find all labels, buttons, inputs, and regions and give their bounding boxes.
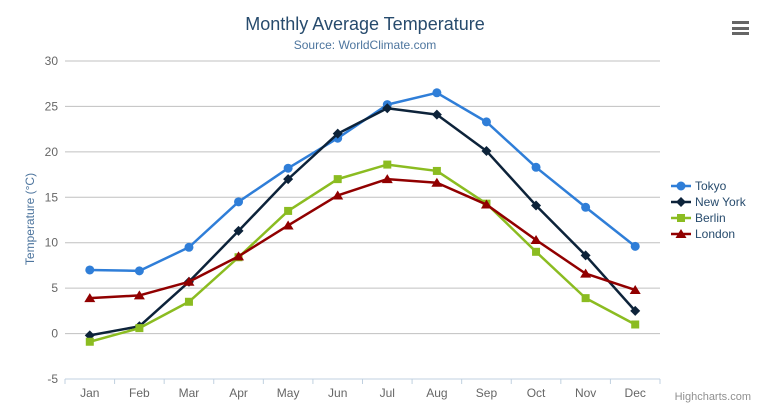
data-point-new-york-jun[interactable] xyxy=(332,128,343,139)
data-point-london-dec[interactable] xyxy=(629,284,641,294)
x-axis-label: Feb xyxy=(129,386,150,400)
data-point-london-sep[interactable] xyxy=(480,199,492,209)
data-point-london-apr[interactable] xyxy=(233,251,245,261)
data-point-berlin-jun[interactable] xyxy=(333,175,342,184)
series-line-tokyo xyxy=(88,91,637,273)
data-point-new-york-jul[interactable] xyxy=(382,103,393,114)
x-axis-label: Aug xyxy=(426,386,447,400)
series-new-york xyxy=(84,103,641,341)
x-axis-label: Jul xyxy=(380,386,395,400)
x-axis-label: Apr xyxy=(229,386,248,400)
legend-marker-berlin[interactable] xyxy=(677,214,685,222)
data-point-new-york-may[interactable] xyxy=(283,174,294,185)
y-axis-label: 15 xyxy=(45,190,59,204)
data-point-tokyo-oct[interactable] xyxy=(531,162,541,172)
legend: Tokyo New York Berlin London xyxy=(671,178,746,242)
data-point-tokyo-jan[interactable] xyxy=(85,265,95,275)
x-axis-label: Sep xyxy=(476,386,498,400)
y-axis-label: 30 xyxy=(45,54,59,68)
data-point-london-jan[interactable] xyxy=(84,293,96,303)
legend-marker-london[interactable] xyxy=(675,229,687,238)
y-axis-label: 20 xyxy=(45,145,59,159)
data-point-berlin-nov[interactable] xyxy=(581,294,590,303)
legend-marker-tokyo[interactable] xyxy=(676,181,686,191)
x-axis-label: Oct xyxy=(527,386,546,400)
series-tokyo xyxy=(85,88,640,276)
data-point-tokyo-aug[interactable] xyxy=(432,88,442,98)
legend-marker-triangle-icon xyxy=(671,229,691,238)
legend-item-new-york[interactable]: New York xyxy=(671,194,746,210)
x-axis-label: Nov xyxy=(575,386,596,400)
series-line-berlin xyxy=(88,163,637,343)
data-point-tokyo-apr[interactable] xyxy=(234,197,244,207)
legend-marker-circle-icon xyxy=(671,181,691,191)
data-point-berlin-may[interactable] xyxy=(284,206,293,215)
chart-subtitle: Source: WorldClimate.com xyxy=(293,38,437,52)
data-point-london-mar[interactable] xyxy=(183,276,195,286)
data-point-london-feb[interactable] xyxy=(133,290,145,300)
export-menu-button[interactable] xyxy=(732,21,749,35)
data-point-berlin-feb[interactable] xyxy=(135,324,144,333)
data-point-tokyo-nov[interactable] xyxy=(581,202,591,212)
legend-item-london[interactable]: London xyxy=(671,226,746,242)
series-london xyxy=(84,174,641,303)
data-point-london-jul[interactable] xyxy=(381,174,393,184)
x-axis-label: Dec xyxy=(625,386,646,400)
series-line-new-york xyxy=(88,106,637,337)
x-axis-label: May xyxy=(277,386,300,400)
data-point-new-york-sep[interactable] xyxy=(481,145,492,156)
data-point-new-york-nov[interactable] xyxy=(580,250,591,261)
data-point-berlin-oct[interactable] xyxy=(532,247,541,256)
x-axis-label: Jun xyxy=(328,386,347,400)
data-point-new-york-apr[interactable] xyxy=(233,225,244,236)
data-point-london-oct[interactable] xyxy=(530,234,542,244)
data-point-london-aug[interactable] xyxy=(431,177,443,187)
data-point-tokyo-mar[interactable] xyxy=(184,242,194,252)
y-axis-label: 25 xyxy=(45,99,59,113)
legend-label: London xyxy=(695,227,736,241)
data-point-london-nov[interactable] xyxy=(580,268,592,278)
y-axis-label: -5 xyxy=(47,372,58,386)
legend-marker-new-york[interactable] xyxy=(676,197,686,207)
data-point-new-york-aug[interactable] xyxy=(431,109,442,120)
data-point-new-york-oct[interactable] xyxy=(531,200,542,211)
credits-link[interactable]: Highcharts.com xyxy=(674,391,751,403)
legend-label: Tokyo xyxy=(695,179,727,193)
x-axis-label: Jan xyxy=(80,386,99,400)
chart-title: Monthly Average Temperature xyxy=(245,14,485,34)
legend-item-berlin[interactable]: Berlin xyxy=(671,210,746,226)
legend-marker-diamond-icon xyxy=(671,197,691,207)
x-axis-label: Mar xyxy=(179,386,200,400)
data-point-berlin-aug[interactable] xyxy=(432,166,441,175)
data-point-tokyo-feb[interactable] xyxy=(134,266,144,276)
y-axis-label: 5 xyxy=(51,281,58,295)
series-line-london xyxy=(88,177,637,300)
legend-item-tokyo[interactable]: Tokyo xyxy=(671,178,746,194)
hamburger-icon xyxy=(732,21,749,24)
legend-marker-square-icon xyxy=(671,214,691,222)
y-axis-label: 0 xyxy=(51,327,58,341)
legend-label: Berlin xyxy=(695,211,726,225)
data-point-berlin-dec[interactable] xyxy=(631,320,640,329)
data-point-tokyo-dec[interactable] xyxy=(630,241,640,251)
legend-label: New York xyxy=(695,195,746,209)
y-axis-label: 10 xyxy=(45,236,59,250)
data-point-new-york-dec[interactable] xyxy=(630,305,641,316)
data-point-berlin-jan[interactable] xyxy=(85,337,94,346)
data-point-tokyo-sep[interactable] xyxy=(481,117,491,127)
data-point-tokyo-may[interactable] xyxy=(283,163,293,173)
data-point-london-may[interactable] xyxy=(282,220,294,230)
data-point-berlin-mar[interactable] xyxy=(184,297,193,306)
data-point-london-jun[interactable] xyxy=(332,190,344,200)
data-point-berlin-jul[interactable] xyxy=(383,160,392,169)
